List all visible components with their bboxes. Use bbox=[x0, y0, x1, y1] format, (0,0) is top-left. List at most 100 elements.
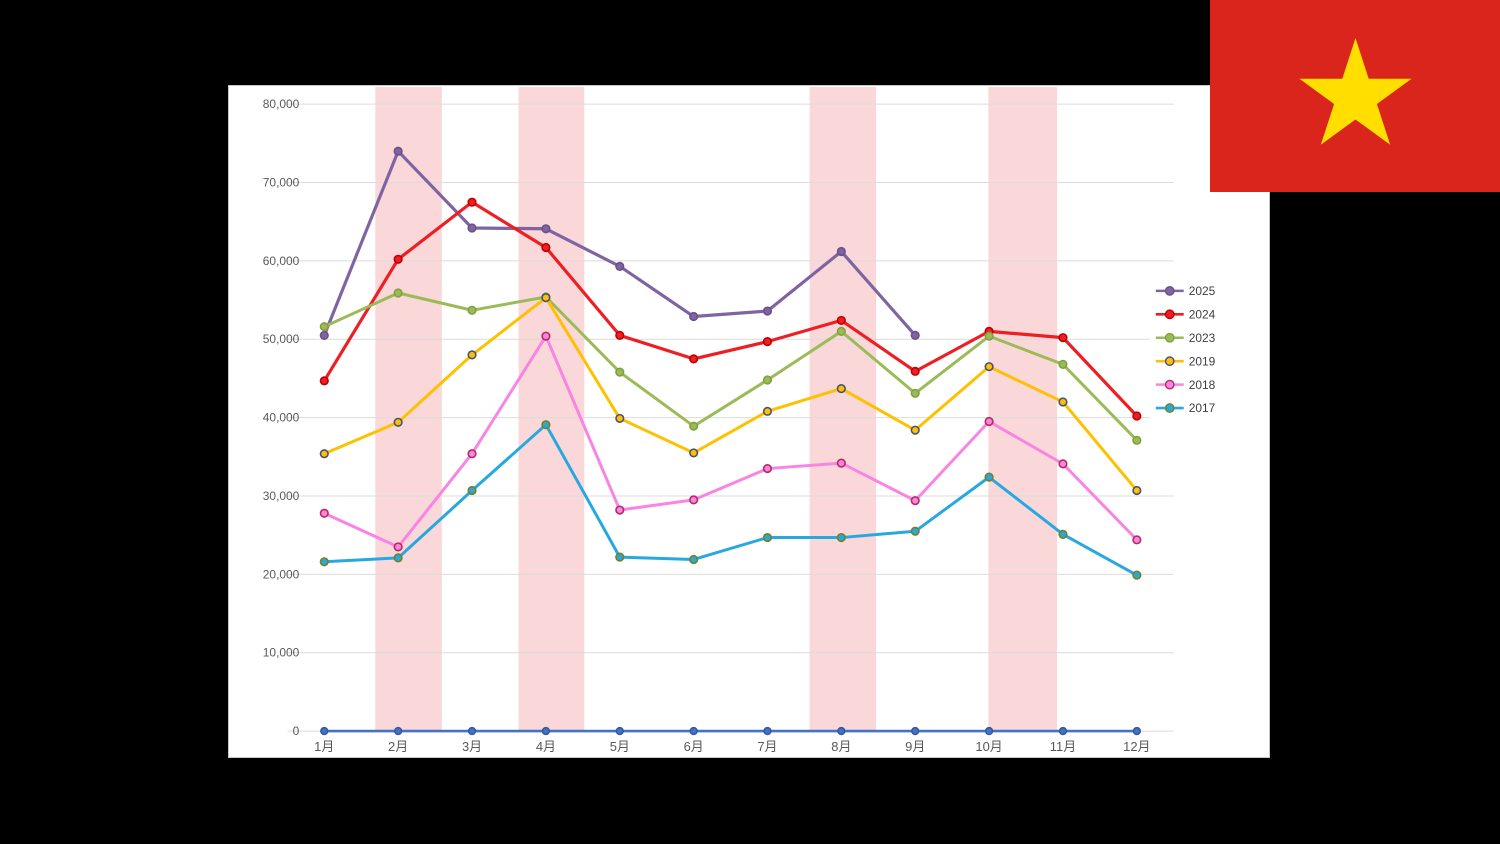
series-2025-marker bbox=[393, 146, 403, 156]
series-zero-baseline-marker bbox=[984, 726, 994, 736]
series-2024-line bbox=[322, 200, 1139, 418]
series-2018-marker bbox=[910, 496, 920, 506]
series-2024-marker bbox=[541, 242, 551, 253]
x-axis-tick-label: 9月 bbox=[905, 739, 925, 754]
legend-swatch-marker bbox=[1164, 379, 1175, 390]
highlight-band bbox=[375, 86, 442, 732]
series-2019 bbox=[319, 293, 1142, 496]
series-zero-baseline-marker bbox=[393, 726, 403, 736]
y-axis-tick-label: 60,000 bbox=[263, 254, 300, 268]
series-2017-marker bbox=[1058, 529, 1068, 539]
series-2024-marker bbox=[615, 330, 625, 340]
series-zero-baseline-marker bbox=[541, 726, 551, 736]
y-axis-tick-label: 0 bbox=[293, 724, 300, 738]
series-2024-marker bbox=[319, 376, 329, 386]
y-axis-tick-label: 70,000 bbox=[263, 176, 300, 190]
legend-label: 2025 bbox=[1189, 284, 1216, 298]
series-2017-line bbox=[322, 423, 1139, 577]
x-axis-tick-label: 11月 bbox=[1050, 739, 1076, 754]
series-2023-marker bbox=[393, 288, 403, 298]
legend-background bbox=[1149, 278, 1264, 422]
x-axis-tick-label: 4月 bbox=[536, 739, 556, 754]
series-2019-marker bbox=[615, 413, 625, 423]
series-2017-marker bbox=[467, 485, 477, 496]
series-2018-line bbox=[322, 334, 1139, 549]
series-2025-marker bbox=[467, 223, 477, 233]
series-zero-baseline-marker bbox=[763, 726, 772, 736]
flag-star-icon bbox=[1299, 38, 1412, 145]
series-zero-baseline-marker bbox=[467, 726, 477, 736]
highlight-band bbox=[518, 86, 585, 732]
series-2024-marker bbox=[467, 197, 477, 207]
series-2023-marker bbox=[910, 388, 920, 398]
series-2023-marker bbox=[319, 322, 329, 332]
x-axis-tick-label: 6月 bbox=[684, 739, 704, 754]
series-2018-marker bbox=[1058, 459, 1068, 469]
series-2019-marker bbox=[393, 417, 403, 427]
series-2017-marker bbox=[984, 472, 994, 482]
legend-item-2025: 2025 bbox=[1155, 284, 1216, 298]
vietnam-flag bbox=[1210, 0, 1500, 192]
series-2018-marker bbox=[615, 505, 625, 515]
x-axis-tick-label: 2月 bbox=[388, 739, 408, 754]
x-axis-tick-label: 8月 bbox=[831, 739, 851, 754]
series-2024-marker bbox=[1132, 411, 1142, 421]
series-2019-marker bbox=[1132, 485, 1142, 496]
highlight-band bbox=[988, 86, 1058, 732]
legend-label: 2019 bbox=[1189, 354, 1216, 368]
series-zero-baseline bbox=[320, 726, 1142, 736]
chart-panel: 0 10,000 20,000 30,000 40,000 50,000 60,000 70,… bbox=[228, 85, 1270, 758]
series-2017-marker bbox=[393, 553, 403, 563]
series-2017-marker bbox=[1132, 570, 1142, 580]
series-2018-marker bbox=[984, 416, 994, 427]
x-axis-tick-label: 3月 bbox=[462, 739, 482, 754]
legend-swatch-marker bbox=[1164, 356, 1175, 367]
y-axis-tick-label: 40,000 bbox=[263, 411, 300, 425]
series-2023-marker bbox=[689, 421, 699, 431]
series-2017-marker bbox=[910, 526, 920, 536]
series-2018-marker bbox=[1132, 535, 1142, 545]
series-2025-marker bbox=[689, 311, 699, 322]
series-zero-baseline-marker bbox=[320, 726, 329, 736]
series-2024-marker bbox=[762, 337, 773, 347]
series-2018 bbox=[319, 331, 1142, 552]
series-2023-marker bbox=[836, 326, 846, 336]
legend-swatch-marker bbox=[1164, 286, 1175, 296]
legend-swatch-marker bbox=[1164, 309, 1175, 320]
legend-label: 2017 bbox=[1189, 401, 1216, 415]
series-2025-marker bbox=[836, 246, 846, 257]
series-2017-marker bbox=[836, 532, 846, 543]
legend-item-2023: 2023 bbox=[1155, 331, 1216, 345]
legend-item-2017: 2017 bbox=[1155, 401, 1216, 415]
series-2025-marker bbox=[615, 261, 625, 271]
series-2019-marker bbox=[762, 406, 773, 416]
series-2025-marker bbox=[319, 330, 329, 340]
legend-item-2018: 2018 bbox=[1155, 378, 1216, 392]
series-2017-marker bbox=[319, 557, 329, 567]
series-2018-marker bbox=[393, 542, 403, 552]
series-2017-marker bbox=[615, 552, 625, 562]
series-2017-marker bbox=[541, 420, 551, 430]
legend: 2025 2024 2023 2019 2018 2017 bbox=[1155, 284, 1216, 415]
series-zero-baseline-marker bbox=[837, 726, 846, 736]
series-2023-marker bbox=[1058, 359, 1068, 369]
series-2023-marker bbox=[467, 305, 477, 315]
y-axis-tick-label: 80,000 bbox=[263, 97, 300, 111]
highlight-band bbox=[809, 86, 877, 732]
series-2024-marker bbox=[836, 315, 846, 325]
x-axis-tick-label: 1月 bbox=[314, 739, 334, 754]
x-axis-tick-label: 10月 bbox=[975, 739, 1002, 754]
series-2018-marker bbox=[467, 449, 477, 459]
series-2024-marker bbox=[1058, 333, 1068, 343]
series-2019-marker bbox=[319, 449, 329, 459]
y-axis-tick-label: 10,000 bbox=[263, 646, 300, 660]
series-2023-marker bbox=[615, 367, 625, 377]
series-2019-marker bbox=[541, 293, 551, 303]
legend-label: 2023 bbox=[1189, 331, 1216, 345]
y-axis-tick-label: 50,000 bbox=[263, 332, 300, 346]
series-zero-baseline-marker bbox=[615, 726, 624, 736]
series-2018-marker bbox=[689, 495, 699, 505]
series-2017 bbox=[319, 420, 1142, 580]
flag-graphic bbox=[1210, 0, 1500, 192]
